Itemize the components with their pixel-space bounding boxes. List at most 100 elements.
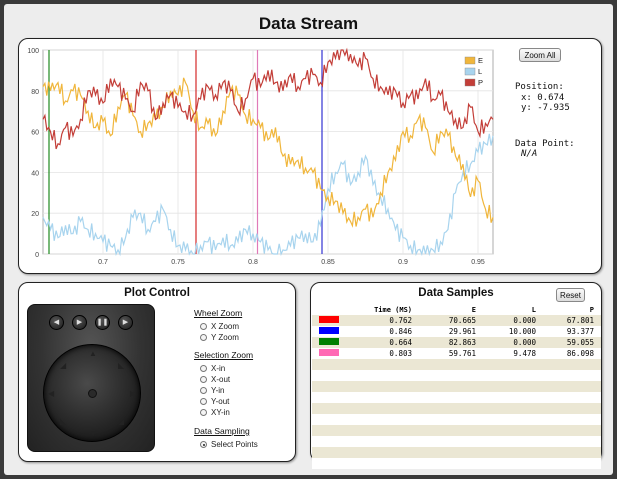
center-button-icon[interactable] (88, 389, 97, 398)
table-row (312, 447, 601, 458)
legend-label: P (478, 78, 483, 87)
table-header: Time (MS) E L P (312, 304, 601, 315)
table-body: 0.762 70.665 0.000 67.801 0.846 29.961 10.000 9… (312, 315, 601, 469)
table-row (312, 392, 601, 403)
zoom-all-button[interactable]: Zoom All (519, 48, 561, 62)
arrow-up-left-icon[interactable]: ◢ (60, 361, 67, 370)
directional-pad[interactable]: ▲ ▼ ◀ ▶ ◢ ◣ ◣ ◢ (43, 344, 141, 442)
cell-p: 93.377 (566, 327, 594, 336)
x-tick-label: 0.7 (98, 259, 108, 266)
y-tick-label: 20 (31, 211, 39, 218)
arrow-left-icon[interactable]: ◀ (48, 389, 55, 398)
radio-x-zoom[interactable]: X Zoom (200, 322, 239, 331)
legend-label: E (478, 56, 483, 65)
position-label: Position: (515, 82, 564, 92)
radio-x-out[interactable]: X-out (200, 375, 230, 384)
cell-l: 0.000 (513, 338, 536, 347)
data-samples-panel: Data Samples Reset Time (MS) E L P 0.762… (310, 282, 602, 469)
skip-forward-icon[interactable]: ▶ (118, 315, 133, 330)
series-color-swatch (319, 338, 339, 345)
arrow-up-icon[interactable]: ▲ (89, 349, 97, 358)
radio-y-in[interactable]: Y-in (200, 386, 225, 395)
series-line-e (42, 77, 494, 228)
arrow-up-right-icon[interactable]: ◣ (118, 361, 125, 370)
data-point-value: N/A (521, 149, 538, 159)
table-row[interactable]: 0.846 29.961 10.000 93.377 (312, 326, 601, 337)
samples-table: Time (MS) E L P 0.762 70.665 0.000 67.801 0.… (312, 304, 601, 469)
play-icon[interactable]: ▶ (72, 315, 87, 330)
table-row[interactable]: 0.803 59.761 9.478 86.098 (312, 348, 601, 359)
table-row (312, 414, 601, 425)
col-l: L (531, 305, 536, 314)
selection-zoom-heading: Selection Zoom (194, 350, 254, 360)
table-row[interactable]: 0.664 82.863 0.000 59.055 (312, 337, 601, 348)
table-row (312, 458, 601, 469)
y-tick-label: 100 (27, 48, 39, 55)
skip-back-icon[interactable]: ◀ (49, 315, 64, 330)
series-line-p (42, 47, 494, 150)
navigation-joypad: ◀ ▶ ❚❚ ▶ ▲ ▼ ◀ ▶ ◢ ◣ ◣ ◢ (27, 304, 155, 452)
pause-icon[interactable]: ❚❚ (95, 315, 110, 330)
radio-select-points[interactable]: Select Points (200, 440, 258, 449)
cell-e: 70.665 (448, 316, 476, 325)
table-row (312, 436, 601, 447)
x-tick-label: 0.9 (398, 259, 408, 266)
cell-l: 9.478 (513, 349, 536, 358)
y-tick-label: 80 (31, 89, 39, 96)
x-tick-label: 0.95 (471, 259, 485, 266)
plot-control-title: Plot Control (124, 287, 190, 299)
cell-time: 0.762 (389, 316, 412, 325)
series-color-swatch (319, 316, 339, 323)
position-y: y: -7.935 (521, 103, 570, 113)
col-p: P (589, 305, 594, 314)
x-tick-label: 0.85 (321, 259, 335, 266)
plot-area (42, 49, 494, 255)
radio-y-zoom[interactable]: Y Zoom (200, 333, 239, 342)
cell-p: 67.801 (566, 316, 594, 325)
legend-swatch (464, 78, 476, 87)
cell-l: 10.000 (508, 327, 536, 336)
col-e: E (471, 305, 476, 314)
legend-swatch (464, 56, 476, 65)
arrow-right-icon[interactable]: ▶ (130, 389, 137, 398)
cell-p: 59.055 (566, 338, 594, 347)
cell-l: 0.000 (513, 316, 536, 325)
radio-xy-in[interactable]: XY-in (200, 408, 230, 417)
series-line-l (42, 133, 494, 257)
table-row[interactable]: 0.762 70.665 0.000 67.801 (312, 315, 601, 326)
table-row (312, 403, 601, 414)
series-color-swatch (319, 349, 339, 356)
x-tick-label: 0.75 (171, 259, 185, 266)
page-title: Data Stream (258, 14, 359, 33)
radio-y-out[interactable]: Y-out (200, 397, 229, 406)
data-stream-chart[interactable]: 0 20 40 60 80 100 0.7 0.75 0.8 0.85 0.9 0.95 ELP (21, 45, 496, 270)
cell-time: 0.846 (389, 327, 412, 336)
cell-e: 59.761 (448, 349, 476, 358)
table-row (312, 425, 601, 436)
cell-time: 0.803 (389, 349, 412, 358)
series-color-swatch (319, 327, 339, 334)
plot-panel: 0 20 40 60 80 100 0.7 0.75 0.8 0.85 0.9 0.95 E L P Zoo… (18, 38, 602, 274)
arrow-down-right-icon[interactable]: ◢ (118, 417, 125, 426)
cell-e: 82.863 (448, 338, 476, 347)
legend-label: L (478, 67, 482, 76)
y-tick-label: 0 (35, 252, 39, 259)
legend-swatch (464, 67, 476, 76)
y-tick-label: 40 (31, 170, 39, 177)
data-samples-title: Data Samples (418, 287, 494, 299)
cell-p: 86.098 (566, 349, 594, 358)
reset-button[interactable]: Reset (556, 288, 585, 302)
table-row (312, 370, 601, 381)
col-time: Time (MS) (374, 305, 412, 314)
x-tick-label: 0.8 (248, 259, 258, 266)
data-sampling-heading: Data Sampling (194, 426, 250, 436)
arrow-down-icon[interactable]: ▼ (89, 429, 97, 438)
position-x: x: 0.674 (521, 93, 565, 103)
wheel-zoom-heading: Wheel Zoom (194, 308, 243, 318)
radio-x-in[interactable]: X-in (200, 364, 225, 373)
plot-control-panel: Plot Control ◀ ▶ ❚❚ ▶ ▲ ▼ ◀ ▶ ◢ ◣ ◣ ◢ Wh… (18, 282, 296, 462)
table-row (312, 359, 601, 370)
arrow-down-left-icon[interactable]: ◣ (60, 417, 67, 426)
data-point-label: Data Point: (515, 139, 575, 149)
table-row (312, 381, 601, 392)
